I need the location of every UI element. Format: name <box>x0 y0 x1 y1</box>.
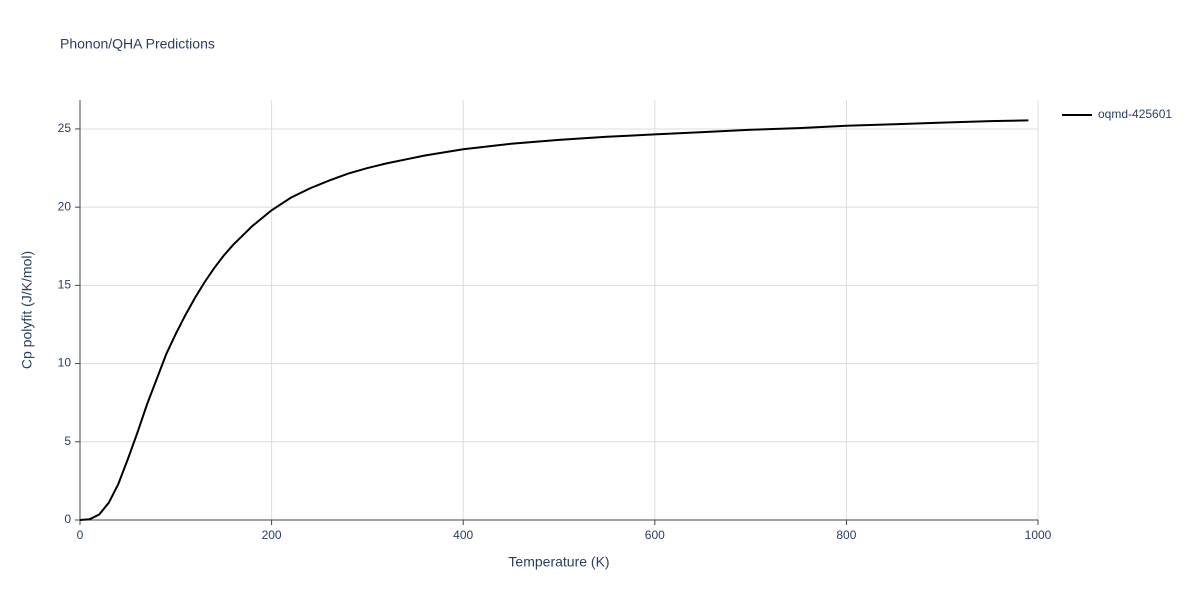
y-tick-label: 20 <box>58 199 72 213</box>
line <box>79 119 1029 521</box>
x-tick-label: 0 <box>77 528 84 542</box>
x-tick-label: 800 <box>836 528 856 542</box>
y-axis-title: Cp polyfit (J/K/mol) <box>19 251 35 369</box>
x-axis-title: Temperature (K) <box>508 554 609 570</box>
y-tick-label: 10 <box>58 356 72 370</box>
x-tick-label: 400 <box>453 528 473 542</box>
y-tick-label: 5 <box>64 434 71 448</box>
y-tick-label: 15 <box>58 278 72 292</box>
y-tick-label: 0 <box>64 512 71 526</box>
chart-title: Phonon/QHA Predictions <box>60 36 215 52</box>
x-tick-label: 600 <box>645 528 665 542</box>
x-tick-label: 1000 <box>1025 528 1052 542</box>
x-tick-label: 200 <box>262 528 282 542</box>
legend-label: oqmd-425601 <box>1098 107 1172 121</box>
y-tick-label: 25 <box>58 121 72 135</box>
